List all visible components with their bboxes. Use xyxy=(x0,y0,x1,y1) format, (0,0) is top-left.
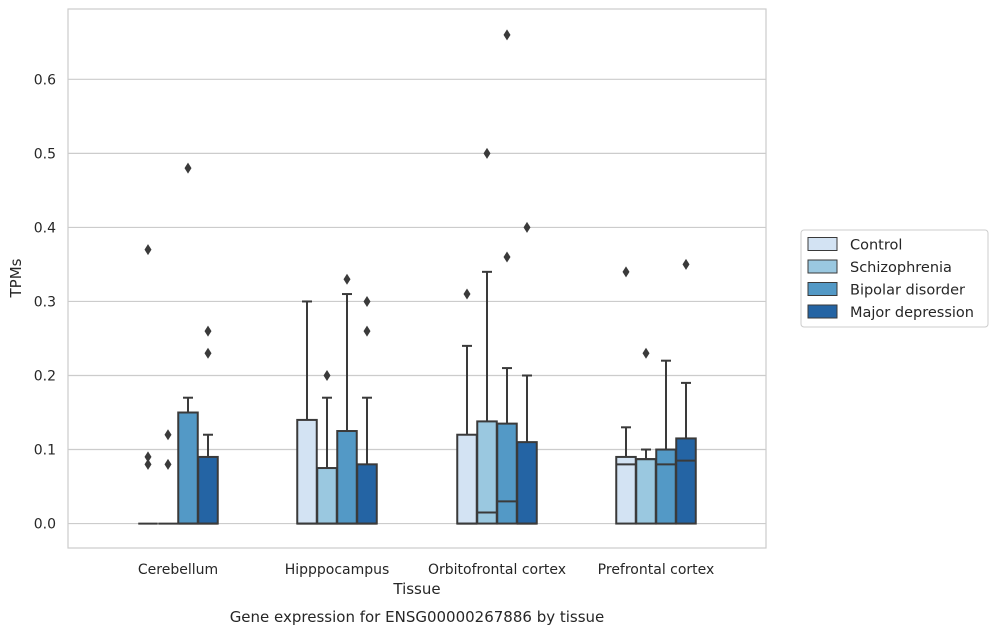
plot-area-frame xyxy=(67,8,767,549)
box xyxy=(177,411,199,525)
outlier-marker xyxy=(642,347,650,359)
outlier-marker xyxy=(363,295,371,307)
box-group xyxy=(615,266,637,525)
outlier-marker xyxy=(204,325,212,337)
outlier-marker xyxy=(503,251,511,263)
y-tick-label: 0.0 xyxy=(34,517,56,533)
box-group xyxy=(635,347,657,525)
box-group xyxy=(675,258,697,525)
outlier-marker xyxy=(503,29,511,41)
box-group xyxy=(476,147,498,525)
box xyxy=(296,418,318,525)
y-tick-label: 0.6 xyxy=(34,72,56,88)
box-group xyxy=(516,221,538,525)
box xyxy=(655,448,677,525)
chart-title: Gene expression for ENSG00000267886 by t… xyxy=(230,608,605,626)
box-group xyxy=(158,429,178,525)
outlier-marker xyxy=(144,458,152,470)
legend-label: Major depression xyxy=(850,305,974,321)
legend-swatch xyxy=(807,304,838,319)
x-tick-label: Cerebellum xyxy=(138,562,218,578)
y-tick-label: 0.1 xyxy=(34,443,56,459)
box xyxy=(336,430,358,525)
outlier-marker xyxy=(463,288,471,300)
box-group xyxy=(177,162,199,525)
outlier-marker xyxy=(144,451,152,463)
legend: Control Schizophrenia Bipolar disorder Majo… xyxy=(800,229,989,328)
box xyxy=(316,467,338,525)
y-tick-label: 0.3 xyxy=(34,294,56,310)
outlier-marker xyxy=(204,347,212,359)
legend-label: Control xyxy=(850,238,902,254)
outlier-marker xyxy=(483,147,491,159)
box-group xyxy=(296,300,318,525)
box xyxy=(197,455,219,525)
box xyxy=(615,455,637,525)
legend-swatch xyxy=(807,237,838,251)
box-group xyxy=(138,244,158,525)
outlier-marker xyxy=(682,258,690,270)
box-group xyxy=(197,325,219,525)
box-group xyxy=(456,288,478,525)
legend-label: Bipolar disorder xyxy=(850,283,965,299)
x-tick-label: Hipppocampus xyxy=(285,562,390,578)
outlier-marker xyxy=(523,221,531,233)
y-tick-labels: 0.0 0.1 0.2 0.3 0.4 0.5 0.6 xyxy=(34,72,56,532)
legend-swatch xyxy=(807,282,838,296)
outlier-marker xyxy=(343,273,351,285)
box xyxy=(635,458,657,525)
outlier-marker xyxy=(184,162,192,174)
outlier-marker xyxy=(323,369,331,381)
x-tick-labels: Cerebellum Hipppocampus Orbitofrontal cort… xyxy=(138,562,714,578)
x-tick-label: Prefrontal cortex xyxy=(598,562,715,578)
y-tick-label: 0.2 xyxy=(34,368,56,384)
outlier-marker xyxy=(144,244,152,256)
boxes xyxy=(138,29,697,525)
box xyxy=(456,433,478,525)
box-group xyxy=(655,359,677,525)
legend-frame xyxy=(800,229,989,328)
box xyxy=(476,420,498,525)
box-group xyxy=(496,29,518,525)
legend-swatch xyxy=(807,259,838,274)
box xyxy=(356,463,378,525)
outlier-marker xyxy=(622,266,630,278)
box xyxy=(496,422,518,525)
outlier-marker xyxy=(164,458,172,470)
y-axis-label: TPMs xyxy=(7,258,25,298)
box-group xyxy=(316,369,338,525)
x-axis-label: Tissue xyxy=(392,580,440,598)
x-tick-label: Orbitofrontal cortex xyxy=(428,562,566,578)
y-tick-label: 0.5 xyxy=(34,146,56,162)
box xyxy=(516,441,538,525)
legend-label: Schizophrenia xyxy=(850,260,952,276)
y-tick-label: 0.4 xyxy=(34,220,56,236)
box xyxy=(675,437,697,525)
box-group xyxy=(336,273,358,525)
box-group xyxy=(356,295,378,525)
outlier-marker xyxy=(363,325,371,337)
outlier-marker xyxy=(164,429,172,441)
